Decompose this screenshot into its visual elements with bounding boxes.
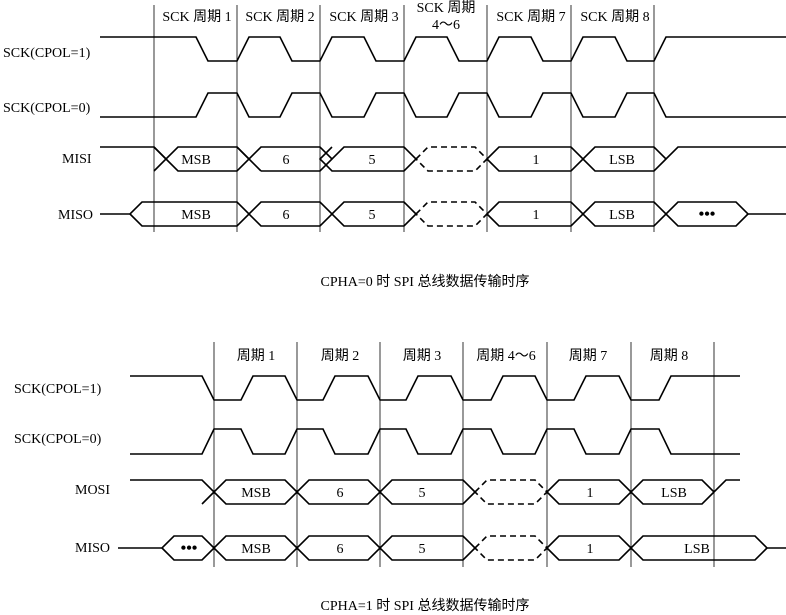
mosi-bit-6: 6 [283,153,290,168]
mosi-waveform [130,479,740,505]
period-boundaries [153,5,655,232]
signal-label-sck-cpol1: SCK(CPOL=1) [3,46,91,61]
miso-ellipsis: ••• [181,540,198,557]
mosi-bit-5: 5 [419,486,426,501]
miso-bit-msb: MSB [241,542,271,557]
mosi-bit-5: 5 [369,153,376,168]
period-label-2: 周期 2 [321,348,360,364]
signal-label-mosi: MISI [62,152,92,167]
miso-ellipsis: ••• [699,206,716,223]
sck-cpol1-waveform [130,375,740,401]
period-label-7: 周期 7 [569,348,608,364]
mosi-bit-lsb: LSB [661,486,687,501]
miso-bit-5: 5 [419,542,426,557]
caption-cpha0: CPHA=0 时 SPI 总线数据传输时序 [321,274,530,290]
period-label-8: SCK 周期 8 [580,9,649,25]
miso-bit-msb: MSB [181,208,211,223]
mosi-bit-lsb: LSB [609,153,635,168]
signal-label-sck-cpol0: SCK(CPOL=0) [3,101,91,116]
period-label-7: SCK 周期 7 [496,9,565,25]
timing-diagram-cpha0: SCK 周期 1 SCK 周期 2 SCK 周期 3 SCK 周期 4～6 SC… [3,0,786,290]
sck-cpol0-waveform [100,92,786,118]
miso-bit-lsb: LSB [609,208,635,223]
mosi-bit-msb: MSB [181,153,211,168]
miso-bit-6: 6 [283,208,290,223]
period-label-8: 周期 8 [650,348,689,364]
miso-bit-1: 1 [533,208,540,223]
period-label-4-6: 周期 4～6 [476,348,536,364]
miso-waveform [100,201,786,227]
caption-cpha1: CPHA=1 时 SPI 总线数据传输时序 [321,598,530,614]
timing-diagram-cpha1: 周期 1 周期 2 周期 3 周期 4～6 周期 7 周期 8 SCK(CPOL… [14,342,786,614]
period-label-3: 周期 3 [403,348,442,364]
miso-waveform [118,535,786,561]
signal-label-miso: MISO [58,208,93,223]
sck-cpol1-waveform [100,36,786,62]
miso-bit-lsb: LSB [684,542,710,557]
sck-cpol0-waveform [130,428,740,455]
signal-label-miso: MISO [75,541,110,556]
mosi-bit-6: 6 [337,486,344,501]
mosi-bit-1: 1 [587,486,594,501]
period-label-2: SCK 周期 2 [245,9,314,25]
signal-label-mosi: MOSI [75,483,110,498]
signal-label-sck-cpol0: SCK(CPOL=0) [14,432,102,447]
period-label-4-6-bottom: 4～6 [432,18,460,33]
period-label-1: 周期 1 [237,348,276,364]
period-label-3: SCK 周期 3 [329,9,398,25]
miso-bit-1: 1 [587,542,594,557]
miso-bit-6: 6 [337,542,344,557]
mosi-bit-1: 1 [533,153,540,168]
period-label-1: SCK 周期 1 [162,9,231,25]
mosi-bit-msb: MSB [241,486,271,501]
miso-bit-5: 5 [369,208,376,223]
signal-label-sck-cpol1: SCK(CPOL=1) [14,382,102,397]
period-boundaries [213,342,715,567]
period-label-4-6-top: SCK 周期 [417,0,476,16]
mosi-waveform [100,146,786,172]
